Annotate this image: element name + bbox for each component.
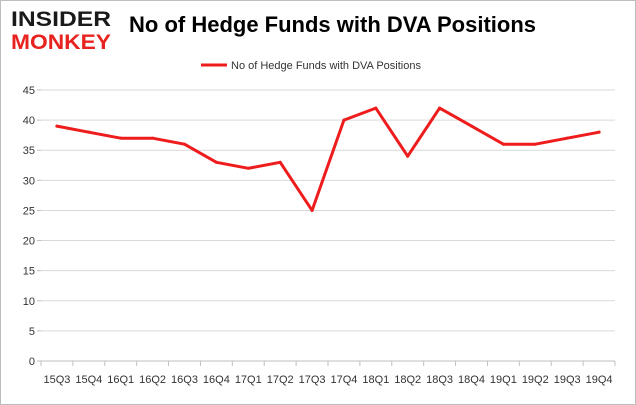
data-point [406,154,410,158]
x-tick-label: 18Q1 [362,374,389,386]
y-tick-label: 25 [23,205,35,217]
y-tick-label: 20 [23,236,35,248]
data-point [374,106,378,110]
x-tick-label: 18Q2 [394,374,421,386]
y-tick-label: 10 [23,296,35,308]
data-point [183,142,186,146]
y-tick-label: 5 [29,326,35,338]
x-tick-label: 18Q3 [426,374,453,386]
data-point [470,124,473,128]
series-layer [55,106,601,212]
data-point [342,118,346,122]
data-point [87,130,91,134]
y-tick-label: 30 [23,175,35,187]
data-point [55,124,59,128]
y-tick-label: 40 [23,115,35,127]
y-tick-label: 0 [29,356,35,368]
data-point [533,142,537,146]
y-tick-label: 45 [23,85,35,97]
x-tick-label: 16Q1 [107,374,134,386]
chart-title: No of Hedge Funds with DVA Positions [129,12,536,37]
logo-line-1: INSIDER [11,8,111,31]
x-tick-label: 17Q1 [235,374,262,386]
data-point [597,130,601,134]
data-point [501,142,505,146]
x-tick-label: 18Q4 [458,374,485,386]
data-point [438,106,442,110]
data-point [151,136,155,140]
data-point [278,160,282,164]
data-point [214,160,218,164]
x-tick-label: 15Q4 [75,374,102,386]
insider-monkey-logo: INSIDER MONKEY [11,8,111,53]
y-tick-label: 15 [23,266,35,278]
data-point [565,136,569,140]
legend: No of Hedge Funds with DVA Positions [201,60,421,72]
logo-line-2: MONKEY [11,31,111,53]
data-point [119,136,123,140]
series-line [55,106,601,212]
data-point [310,208,314,212]
x-tick-label: 16Q3 [171,374,198,386]
grid-layer [41,89,615,362]
x-tick-label: 17Q3 [299,374,326,386]
x-tick-label: 19Q3 [554,374,581,386]
x-tick-label: 16Q4 [203,374,230,386]
axis-layer: 0 5 10 15 20 25 30 35 40 45 15Q3 15Q4 16Q1 16Q2 16Q3 16… [23,85,616,386]
x-tick-label: 17Q2 [267,374,294,386]
legend-label: No of Hedge Funds with DVA Positions [231,60,421,72]
x-tick-label: 17Q4 [330,374,357,386]
data-point [246,166,250,170]
x-tick-label: 19Q2 [522,374,549,386]
x-tick-label: 15Q3 [43,374,70,386]
x-tick-label: 16Q2 [139,374,166,386]
x-tick-label: 19Q1 [490,374,517,386]
y-tick-label: 35 [23,145,35,157]
x-tick-label: 19Q4 [586,374,613,386]
